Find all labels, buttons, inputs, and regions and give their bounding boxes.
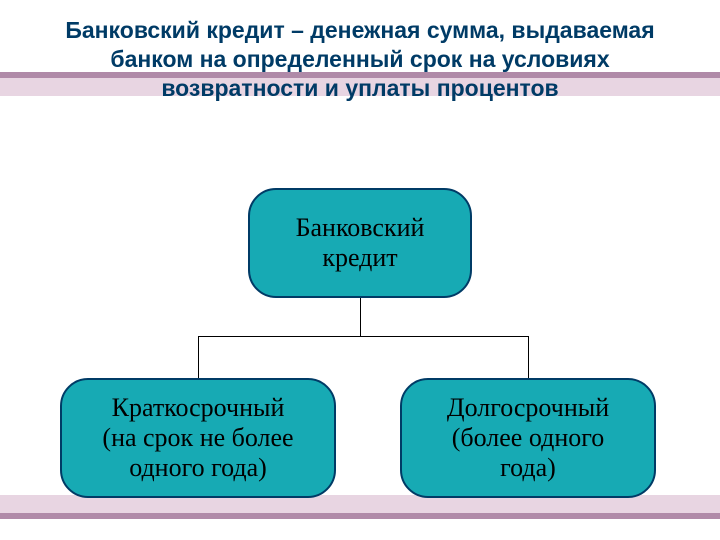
diagram-child-label: Долгосрочный (более одного года) — [447, 393, 609, 483]
decor-stripe-bottom-dark — [0, 513, 720, 519]
diagram-child-label: Краткосрочный (на срок не более одного г… — [102, 393, 293, 483]
diagram-root-label: Банковский кредит — [296, 213, 425, 273]
slide-title: Банковский кредит – денежная сумма, выда… — [50, 16, 670, 102]
connector-drop-left — [198, 336, 199, 378]
diagram-root-node: Банковский кредит — [248, 188, 472, 298]
connector-hbar — [198, 336, 528, 337]
diagram-child-node: Краткосрочный (на срок не более одного г… — [60, 378, 336, 498]
connector-drop-right — [528, 336, 529, 378]
diagram-child-node: Долгосрочный (более одного года) — [400, 378, 656, 498]
connector-trunk — [360, 298, 361, 336]
